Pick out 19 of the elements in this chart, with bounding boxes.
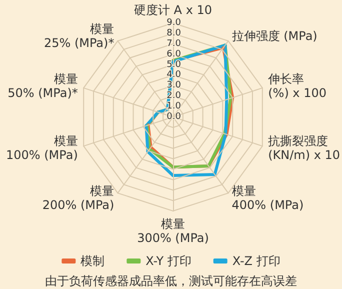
spoke-label: 拉伸强度 (MPa) xyxy=(232,29,318,44)
spoke-label: 模量 400% (MPa) xyxy=(232,184,304,212)
y-tick-label: 8.0 xyxy=(166,28,182,38)
y-tick-label: 4.0 xyxy=(166,70,182,80)
legend-label: X-Z 打印 xyxy=(232,254,280,268)
spoke-label: 抗撕裂强度 (KN/m) x 10 xyxy=(268,134,340,162)
legend-label: 模制 xyxy=(80,254,105,268)
legend-label: X-Y 打印 xyxy=(146,254,192,268)
spoke-label: 模量 100% (MPa) xyxy=(6,134,78,162)
spoke-label: 伸长率 (%) x 100 xyxy=(267,72,327,100)
y-tick-label: 7.0 xyxy=(166,38,182,49)
y-tick-label: 6.0 xyxy=(166,49,182,60)
y-tick-label: 9.0 xyxy=(166,18,182,28)
spoke-label: 模量 25% (MPa)* xyxy=(44,22,114,50)
text: 由于负荷传感器成品率低，测试可能存在高误差 xyxy=(45,274,297,288)
spoke-label: 模量 50% (MPa)* xyxy=(8,72,78,100)
spoke-label: 硬度计 A x 10 xyxy=(134,3,212,17)
spoke-label: 模量 300% (MPa) xyxy=(137,217,209,245)
spoke-label: 模量 200% (MPa) xyxy=(42,184,114,212)
